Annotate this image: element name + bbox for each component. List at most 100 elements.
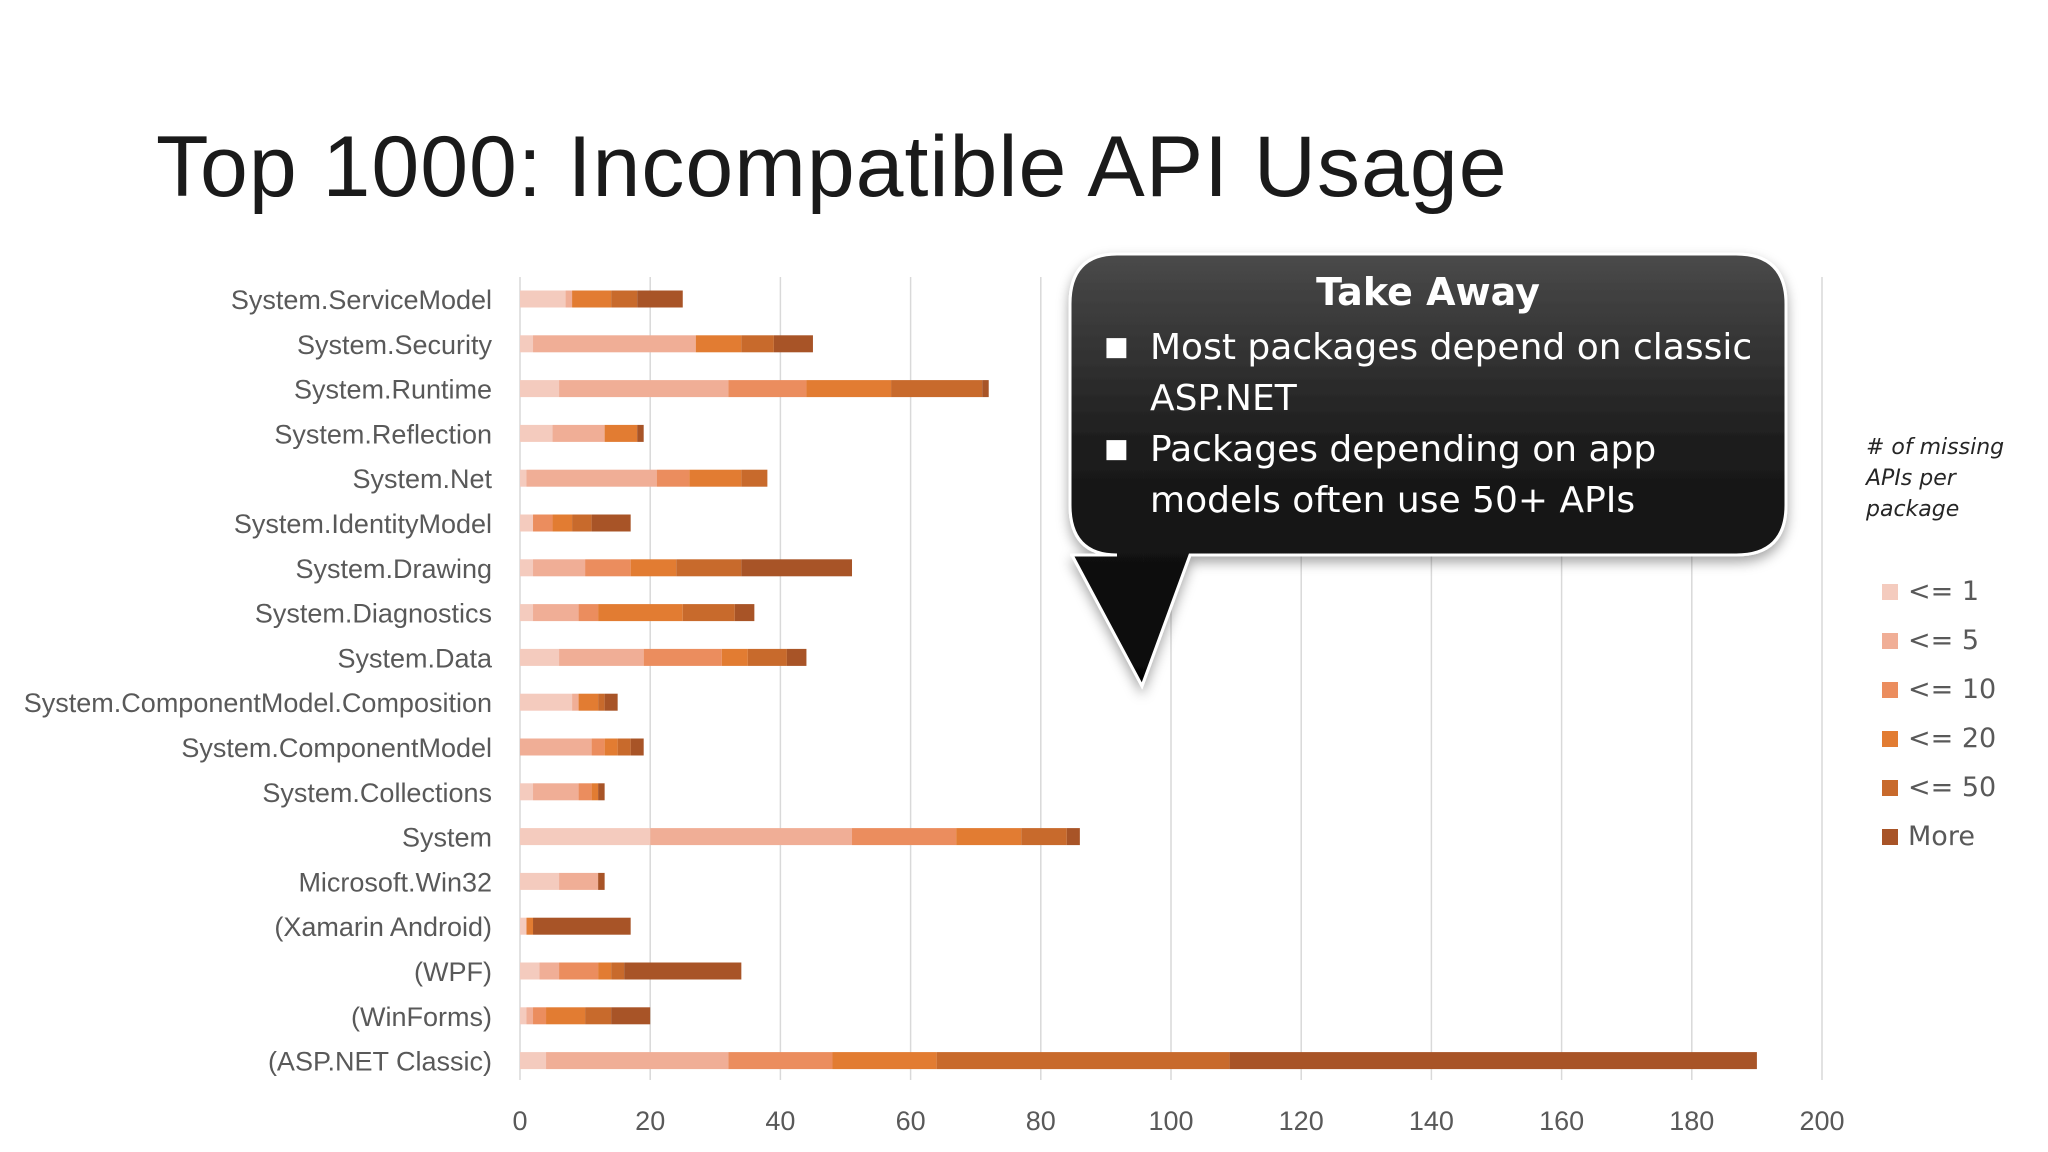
bar-segment — [891, 380, 983, 398]
bar-segment — [572, 514, 592, 532]
bar-segment — [734, 604, 755, 622]
bar-segment — [591, 514, 631, 532]
legend-swatch — [1882, 632, 1898, 649]
x-tick-label: 120 — [1279, 1106, 1324, 1136]
bar-segment — [520, 604, 534, 622]
x-tick-label: 40 — [765, 1106, 795, 1136]
x-tick-label: 0 — [512, 1106, 527, 1136]
legend-item: More — [1866, 812, 2036, 861]
bullet-square-icon: ■ — [1104, 332, 1129, 362]
bar-segment — [520, 380, 560, 398]
category-label: System.Runtime — [294, 375, 492, 405]
bar-segment — [721, 648, 748, 666]
bar-segment — [630, 738, 644, 756]
bar-segment — [598, 693, 605, 711]
category-label: System.Drawing — [295, 554, 492, 584]
bar-segment — [533, 514, 553, 532]
bar-segment — [611, 290, 638, 308]
legend-swatch — [1882, 779, 1898, 796]
callout-bullet: ■ Packages depending on app models often… — [1072, 424, 1784, 526]
category-label: System.IdentityModel — [234, 509, 492, 539]
legend-item: <= 5 — [1866, 616, 2036, 665]
bar-segment — [604, 738, 618, 756]
legend-swatch — [1882, 583, 1898, 600]
legend-swatch — [1882, 828, 1898, 845]
bar-segment — [741, 469, 768, 487]
bar-segment — [598, 872, 605, 890]
bar-segment — [604, 424, 638, 442]
callout-bullet-text: Packages depending on app models often u… — [1150, 429, 1657, 521]
category-label: System.ComponentModel — [181, 733, 492, 763]
bar-segment — [578, 604, 599, 622]
bar-segment — [806, 380, 892, 398]
callout-heading: Take Away — [1316, 270, 1540, 314]
bar-segment — [539, 962, 560, 980]
slide-title: Top 1000: Incompatible API Usage — [156, 119, 1508, 215]
bar-segment — [520, 693, 573, 711]
bar-segment — [520, 559, 534, 577]
bullet-square-icon: ■ — [1104, 434, 1129, 464]
bar-segment — [936, 1052, 1230, 1070]
bar-segment — [533, 335, 696, 353]
bar-segment — [624, 962, 742, 980]
bar-segment — [643, 648, 722, 666]
legend-label: <= 1 — [1908, 576, 1980, 607]
callout-bullet: ■ Most packages depend on classic ASP.NE… — [1072, 322, 1784, 424]
bars — [520, 290, 1757, 1070]
bar-segment — [552, 424, 605, 442]
bar-segment — [689, 469, 742, 487]
category-label: (Xamarin Android) — [274, 912, 492, 942]
legend-title: # of missing APIs per package — [1866, 435, 2005, 522]
category-label: System.Reflection — [274, 419, 492, 449]
x-tick-label: 200 — [1799, 1106, 1844, 1136]
category-label: System.Security — [297, 330, 493, 360]
bar-segment — [630, 559, 677, 577]
bar-segment — [565, 290, 573, 308]
legend-swatch — [1882, 681, 1898, 698]
bar-segment — [526, 469, 657, 487]
category-label: System.Data — [337, 643, 493, 673]
category-label: (ASP.NET Classic) — [268, 1047, 492, 1077]
x-tick-label: 100 — [1148, 1106, 1193, 1136]
category-label: System.ServiceModel — [231, 285, 492, 315]
bar-segment — [598, 604, 683, 622]
bar-segment — [526, 917, 534, 935]
bar-segment — [559, 962, 599, 980]
legend-item: <= 10 — [1866, 665, 2036, 714]
legend-item: <= 20 — [1866, 714, 2036, 763]
category-label: (WinForms) — [351, 1002, 492, 1032]
bar-segment — [520, 917, 527, 935]
bar-segment — [832, 1052, 937, 1070]
bar-segment — [520, 1007, 527, 1025]
bar-segment — [520, 335, 534, 353]
bar-segment — [598, 962, 612, 980]
x-tick-label: 160 — [1539, 1106, 1584, 1136]
bar-segment — [728, 1052, 833, 1070]
bar-segment — [520, 738, 592, 756]
category-label: System.ComponentModel.Composition — [24, 688, 492, 718]
legend-label: More — [1908, 821, 1975, 852]
legend-item: <= 1 — [1866, 567, 2036, 616]
x-tick-label: 80 — [1026, 1106, 1056, 1136]
x-tick-label: 180 — [1669, 1106, 1714, 1136]
bar-segment — [604, 693, 618, 711]
bar-segment — [526, 1007, 534, 1025]
bar-segment — [520, 1052, 547, 1070]
bar-segment — [695, 335, 742, 353]
bar-segment — [520, 783, 534, 801]
legend-label: <= 5 — [1908, 625, 1980, 656]
category-label: Microsoft.Win32 — [298, 867, 492, 897]
bar-segment — [598, 783, 605, 801]
x-tick-label: 140 — [1409, 1106, 1454, 1136]
bar-segment — [728, 380, 807, 398]
bar-segment — [773, 335, 813, 353]
bar-segment — [520, 828, 651, 846]
bar-segment — [611, 1007, 651, 1025]
bar-segment — [585, 559, 631, 577]
bar-segment — [786, 648, 807, 666]
x-axis-ticks: 0 20 40 60 80 100 120 140 160 180 200 — [512, 1106, 1844, 1136]
bar-segment — [552, 514, 573, 532]
bar-segment — [572, 693, 579, 711]
